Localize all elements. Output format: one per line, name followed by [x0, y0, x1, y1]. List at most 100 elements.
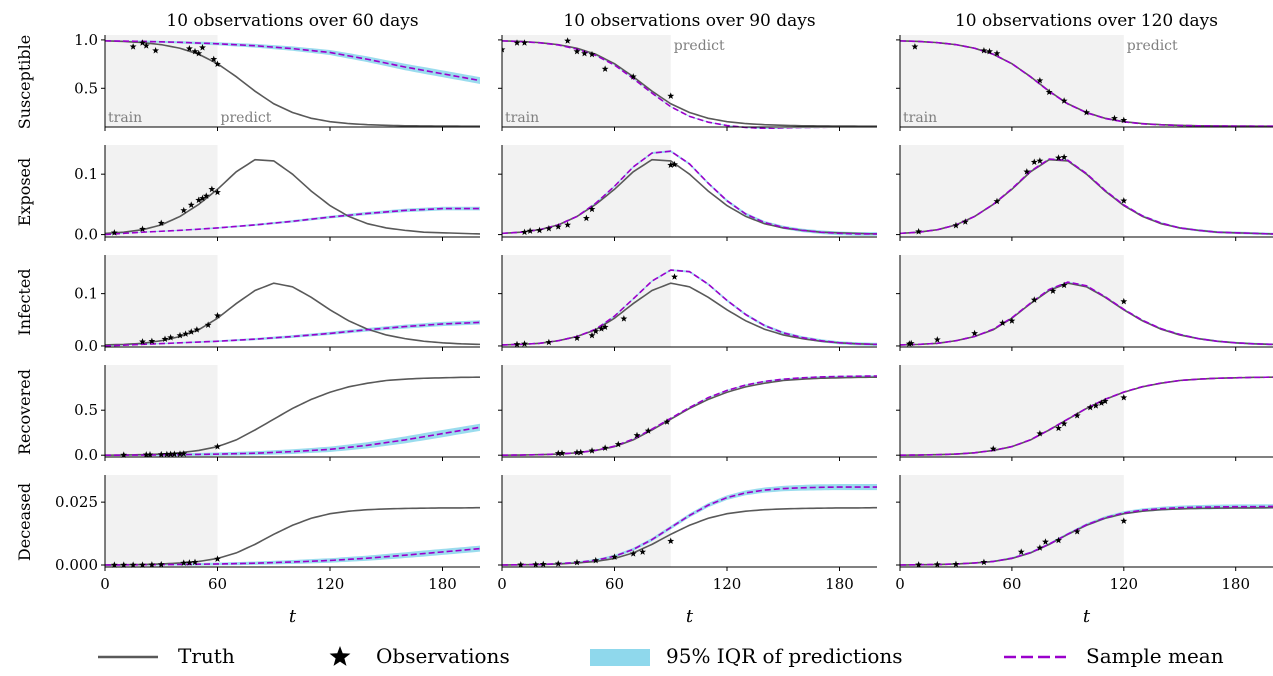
observation-marker: [180, 559, 188, 566]
sample-mean-line: [502, 486, 877, 566]
train-region: [900, 255, 1124, 347]
train-region: [105, 365, 218, 457]
observation-marker: [214, 188, 221, 196]
sample-mean-line: [900, 158, 1273, 235]
x-tick-label: 0: [100, 575, 110, 593]
panel-R-2: [900, 365, 1273, 457]
observation-marker: [980, 46, 988, 54]
observation-marker: [577, 448, 585, 456]
observation-marker: [1055, 536, 1062, 544]
x-axis-label: t: [1083, 606, 1091, 627]
y-tick-label: 0.025: [55, 493, 98, 511]
observation-marker: [1120, 197, 1128, 204]
panel-D-2: [900, 475, 1273, 568]
observation-marker: [185, 559, 193, 566]
observation-marker: [1098, 399, 1105, 406]
observation-marker: [614, 440, 622, 448]
observation-marker: [1008, 317, 1016, 324]
observation-marker: [633, 431, 641, 439]
observation-marker: [157, 560, 165, 568]
observation-marker: [601, 323, 609, 331]
observation-marker: [667, 161, 675, 169]
observation-marker: [597, 325, 605, 332]
x-axis-label: t: [686, 606, 694, 627]
observation-marker: [1036, 157, 1044, 164]
legend-observation-swatch: [329, 646, 351, 666]
train-region: [105, 475, 218, 567]
predict-label: predict: [674, 38, 725, 54]
observation-marker: [210, 55, 218, 63]
observation-marker: [146, 451, 154, 458]
observation-marker: [1060, 420, 1068, 427]
observation-marker: [185, 45, 193, 52]
x-tick-label: 120: [1109, 575, 1138, 593]
observation-marker: [167, 333, 175, 341]
observation-marker: [204, 321, 212, 328]
row-label: Susceptible: [15, 35, 34, 130]
x-tick-label: 60: [605, 575, 624, 593]
row-label: Deceased: [15, 483, 34, 561]
observation-marker: [989, 445, 997, 452]
observation-marker: [526, 227, 534, 234]
observation-marker: [139, 561, 146, 568]
observation-marker: [629, 73, 637, 80]
observation-marker: [1073, 412, 1081, 419]
train-label: train: [505, 110, 539, 126]
observation-marker: [163, 450, 171, 458]
observation-marker: [532, 560, 540, 568]
observation-marker: [1036, 76, 1044, 84]
observation-marker: [1055, 154, 1062, 161]
observation-marker: [157, 219, 165, 227]
observation-marker: [120, 451, 128, 458]
truth-line: [502, 40, 877, 127]
observation-marker: [663, 418, 671, 425]
observation-marker: [911, 43, 919, 50]
observation-marker: [202, 192, 210, 199]
x-tick-label: 0: [895, 575, 905, 593]
observation-marker: [1049, 287, 1057, 294]
observation-marker: [1045, 88, 1053, 96]
observation-marker: [564, 37, 572, 44]
train-label: train: [903, 110, 937, 126]
panel-R-1: [502, 365, 877, 457]
sample-mean-line: [900, 505, 1273, 566]
observation-marker: [513, 39, 521, 46]
x-tick-label: 180: [825, 575, 854, 593]
panel-I-1: [502, 255, 877, 348]
observation-marker: [502, 45, 506, 53]
observation-marker: [142, 42, 150, 49]
observation-marker: [564, 221, 572, 228]
x-tick-label: 180: [1221, 575, 1250, 593]
legend-label: Observations: [376, 644, 510, 668]
observation-marker: [148, 337, 156, 345]
observation-marker: [539, 560, 547, 568]
observation-marker: [129, 43, 137, 50]
observation-marker: [195, 196, 203, 204]
observation-marker: [588, 447, 596, 454]
legend-band-swatch: [590, 649, 650, 666]
observation-marker: [588, 205, 596, 213]
observation-marker: [993, 197, 1001, 205]
observation-marker: [952, 221, 960, 229]
y-tick-label: 0.1: [74, 285, 98, 303]
observation-marker: [517, 561, 525, 568]
observation-marker: [521, 340, 528, 347]
observation-marker: [129, 561, 137, 568]
legend-label: Truth: [178, 644, 235, 668]
observation-marker: [191, 47, 199, 55]
observation-marker: [980, 558, 988, 566]
x-tick-label: 180: [428, 575, 457, 593]
truth-line: [502, 376, 877, 456]
sample-mean-line: [502, 40, 838, 129]
observation-marker: [1120, 297, 1128, 305]
panel-S-0: [105, 35, 480, 127]
observation-marker: [558, 449, 566, 457]
x-tick-label: 60: [208, 575, 227, 593]
y-tick-label: 0.0: [74, 337, 98, 355]
truth-line: [105, 282, 480, 346]
y-tick-label: 0.0: [74, 226, 98, 244]
observation-marker: [1023, 168, 1031, 175]
observation-marker: [611, 553, 618, 560]
observation-marker: [1017, 548, 1025, 555]
truth-line: [105, 40, 480, 127]
